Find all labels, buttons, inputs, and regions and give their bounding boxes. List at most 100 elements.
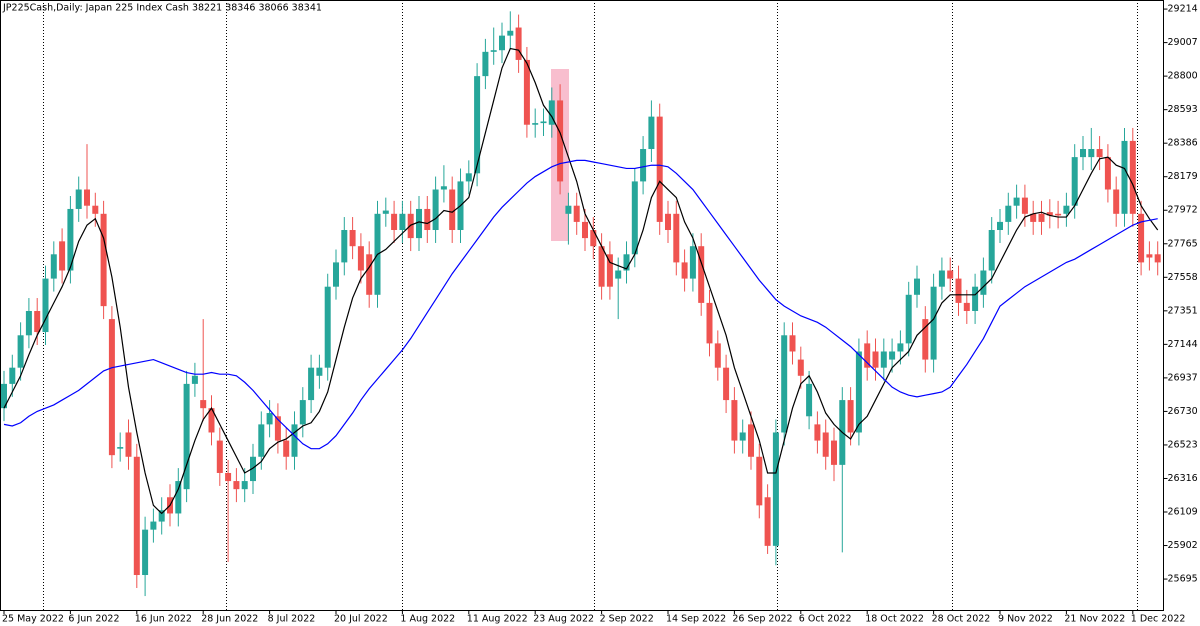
candle-body: [17, 335, 24, 368]
x-tick-label: 11 Aug 2022: [467, 614, 528, 625]
candle-body: [382, 210, 389, 214]
candle-body: [1080, 149, 1086, 158]
candle-body: [1063, 205, 1070, 214]
candle-body: [557, 100, 564, 182]
candle-body: [1046, 212, 1053, 216]
candle-body: [515, 27, 522, 60]
candle-body: [416, 208, 422, 239]
x-tick-label: 6 Jun 2022: [68, 614, 119, 625]
y-tick-label: 26523: [1168, 439, 1198, 450]
plot-frame: [0, 0, 1164, 611]
candle-body: [963, 302, 970, 311]
candle-body: [548, 100, 555, 125]
candle-body: [872, 351, 879, 368]
candle-body: [1154, 254, 1161, 263]
candle-body: [67, 208, 74, 271]
candle-body: [947, 270, 954, 279]
candle-body: [34, 310, 41, 333]
candle-body: [100, 213, 107, 307]
candle-body: [1113, 189, 1120, 214]
candle-body: [914, 278, 920, 295]
candle-body: [316, 367, 323, 376]
candle-body: [133, 456, 140, 576]
x-tick-label: 25 May 2022: [2, 614, 64, 625]
y-tick-label: 27558: [1168, 272, 1198, 283]
candle-body: [308, 367, 315, 401]
candle-body: [366, 254, 373, 295]
candle-body: [324, 286, 331, 368]
candle-body: [656, 116, 663, 222]
y-tick-label: 26316: [1168, 473, 1198, 484]
candle-body: [449, 189, 456, 231]
candle-body: [291, 424, 298, 457]
candle-body: [988, 230, 995, 271]
candle-body: [789, 335, 796, 352]
candle-body: [499, 35, 505, 51]
candle-body: [1005, 205, 1012, 222]
candle-body: [814, 424, 821, 441]
x-tick-label: 8 Jul 2022: [268, 614, 316, 625]
candle-body: [781, 335, 788, 433]
candle-body: [208, 408, 215, 433]
candle-body: [1030, 213, 1037, 222]
candle-body: [523, 59, 530, 125]
candle-body: [283, 440, 290, 457]
candle-body: [864, 343, 871, 368]
candle-body: [75, 189, 82, 209]
candle-body: [1055, 213, 1062, 216]
y-tick-label: 25695: [1168, 574, 1198, 585]
candle-body: [648, 116, 655, 150]
candle-body: [507, 30, 514, 36]
candle-body: [1038, 213, 1045, 222]
candle-body: [540, 121, 547, 124]
candle-body: [299, 400, 306, 425]
candle-body: [640, 149, 647, 182]
candle-body: [1129, 140, 1136, 214]
candle-body: [980, 270, 987, 295]
x-tick-label: 9 Nov 2022: [998, 614, 1053, 625]
candle-body: [216, 440, 223, 473]
candle-body: [698, 246, 705, 303]
candle-body: [831, 440, 837, 465]
candle-body: [1021, 197, 1028, 214]
candle-body: [59, 241, 66, 271]
x-tick-label: 18 Oct 2022: [865, 614, 924, 625]
candle-body: [474, 76, 481, 174]
x-tick-label: 28 Oct 2022: [932, 614, 991, 625]
x-tick-label: 2 Sep 2022: [600, 614, 654, 625]
candle-body: [1104, 157, 1111, 190]
candle-body: [764, 497, 771, 546]
candle-body: [681, 262, 688, 279]
x-tick-label: 20 Jul 2022: [334, 614, 388, 625]
candle-body: [905, 294, 912, 344]
candle-body: [175, 481, 182, 514]
candle-body: [1088, 149, 1095, 158]
candle-body: [117, 447, 124, 449]
x-tick-label: 16 Jun 2022: [135, 614, 192, 625]
candle-body: [1, 383, 7, 409]
y-tick-label: 27144: [1168, 339, 1198, 350]
candle-body: [391, 213, 398, 231]
candle-body: [158, 510, 165, 522]
candle-body: [897, 343, 904, 352]
y-tick-label: 26109: [1168, 507, 1198, 518]
y-tick-label: 28386: [1168, 138, 1198, 149]
y-tick-label: 26730: [1168, 406, 1198, 417]
candle-body: [333, 262, 339, 287]
candle-body: [930, 286, 937, 360]
candle-body: [689, 246, 696, 279]
candle-body: [772, 432, 779, 546]
candle-body: [797, 359, 804, 376]
candle-body: [573, 205, 580, 222]
candle-body: [615, 270, 622, 279]
candle-body: [623, 254, 630, 271]
candle-body: [225, 472, 232, 482]
candle-body: [84, 189, 90, 206]
candle-body: [855, 351, 862, 433]
candle-body: [532, 123, 539, 125]
candle-body: [357, 246, 364, 271]
x-tick-label: 1 Dec 2022: [1131, 614, 1186, 625]
candle-body: [880, 351, 887, 368]
